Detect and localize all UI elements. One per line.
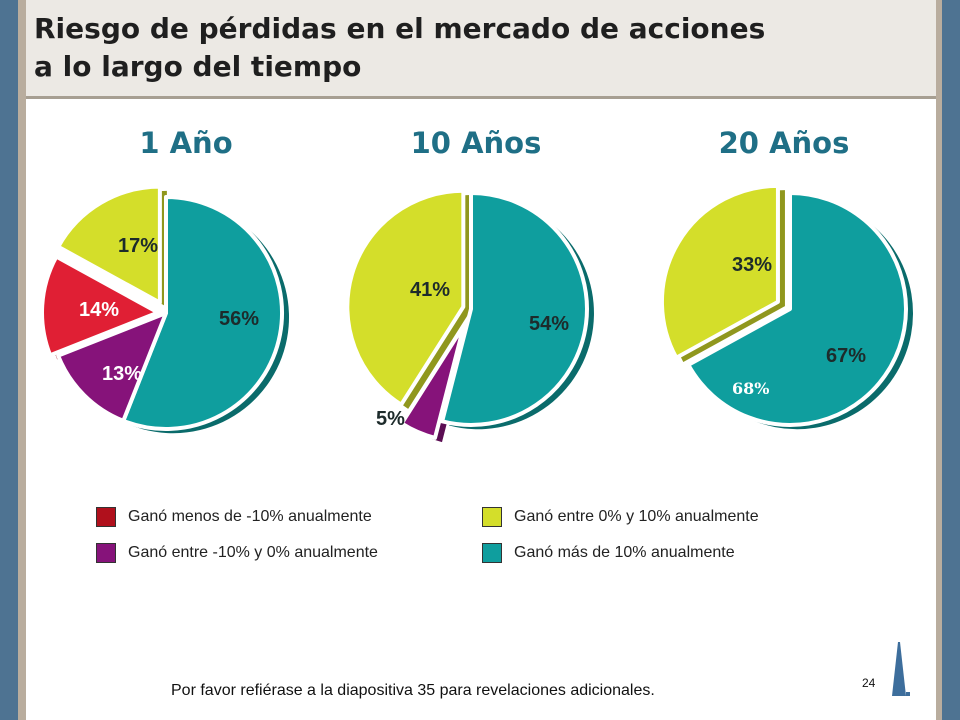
legend-swatch-purple [96, 543, 116, 563]
pie-data-label: 13% [102, 363, 142, 385]
pie-slice-0 [121, 195, 284, 431]
legend-swatch-teal [482, 543, 502, 563]
slide-title: Riesgo de pérdidas en el mercado de acci… [34, 10, 765, 86]
pie-annotation: 68% [732, 379, 769, 398]
right-border-accent [936, 0, 942, 720]
slide: Riesgo de pérdidas en el mercado de acci… [26, 0, 936, 720]
pie-0: 56% 13% 14% 17% [40, 184, 290, 434]
pie-title-1-year: 1 Año [139, 126, 233, 160]
legend-label: Ganó entre -10% y 0% anualmente [128, 544, 378, 561]
pie-data-label: 5% [376, 408, 405, 430]
legend-label: Ganó más de 10% anualmente [514, 544, 735, 561]
footnote: Por favor refiérase a la diapositiva 35 … [171, 682, 655, 699]
legend-swatch-red [96, 507, 116, 527]
legend-item-loss-0-10: Ganó entre -10% y 0% anualmente [96, 543, 378, 563]
title-line-2: a lo largo del tiempo [34, 50, 362, 83]
pie-slice-1 [660, 183, 780, 360]
pie-data-label: 56% [219, 308, 259, 330]
pie-slice-3 [56, 184, 162, 305]
pie-charts: 56% 13% 14% 17% 54% 5% 41% 67% 33% 68% [40, 183, 914, 443]
legend-swatch-yellow [482, 507, 502, 527]
pie-slice-1 [56, 311, 168, 423]
pie-1: 54% 5% 41% [345, 188, 594, 443]
tower-logo-icon [892, 642, 910, 696]
pie-slice-1 [399, 323, 466, 440]
pie-data-label: 41% [410, 279, 450, 301]
title-line-1: Riesgo de pérdidas en el mercado de acci… [34, 12, 766, 45]
pie-slice-2 [345, 188, 466, 407]
pie-data-label: 14% [79, 299, 119, 321]
pie-slice-0 [440, 191, 589, 427]
page-number: 24 [862, 676, 876, 690]
legend-item-gain-0-10: Ganó entre 0% y 10% anualmente [482, 507, 759, 527]
pie-title-10-years: 10 Años [410, 126, 542, 160]
title-bar: Riesgo de pérdidas en el mercado de acci… [26, 0, 936, 99]
pie-title-20-years: 20 Años [718, 126, 850, 160]
pie-data-label: 33% [732, 254, 772, 276]
legend-item-loss-over-10: Ganó menos de -10% anualmente [96, 507, 372, 527]
legend-item-gain-over-10: Ganó más de 10% anualmente [482, 543, 735, 563]
pie-data-label: 54% [529, 313, 569, 335]
left-border-accent [18, 0, 26, 720]
pie-2: 67% 33% 68% [660, 183, 914, 430]
pie-slice-0 [686, 191, 908, 427]
legend-label: Ganó entre 0% y 10% anualmente [514, 508, 759, 525]
pie-data-label: 67% [826, 345, 866, 367]
pie-data-label: 17% [118, 235, 158, 257]
legend-label: Ganó menos de -10% anualmente [128, 508, 372, 525]
pie-slice-2 [40, 254, 161, 358]
